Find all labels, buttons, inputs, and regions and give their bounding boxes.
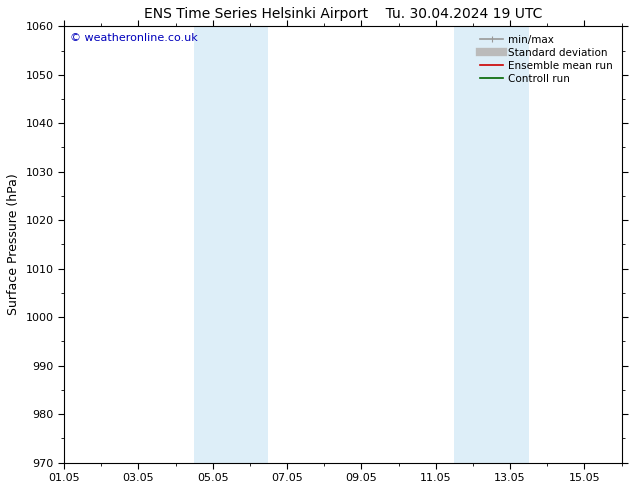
Legend: min/max, Standard deviation, Ensemble mean run, Controll run: min/max, Standard deviation, Ensemble me… bbox=[477, 31, 616, 87]
Bar bbox=[194, 26, 268, 463]
Title: ENS Time Series Helsinki Airport    Tu. 30.04.2024 19 UTC: ENS Time Series Helsinki Airport Tu. 30.… bbox=[143, 7, 542, 21]
Bar bbox=[455, 26, 529, 463]
Y-axis label: Surface Pressure (hPa): Surface Pressure (hPa) bbox=[7, 173, 20, 316]
Text: © weatheronline.co.uk: © weatheronline.co.uk bbox=[70, 33, 197, 43]
